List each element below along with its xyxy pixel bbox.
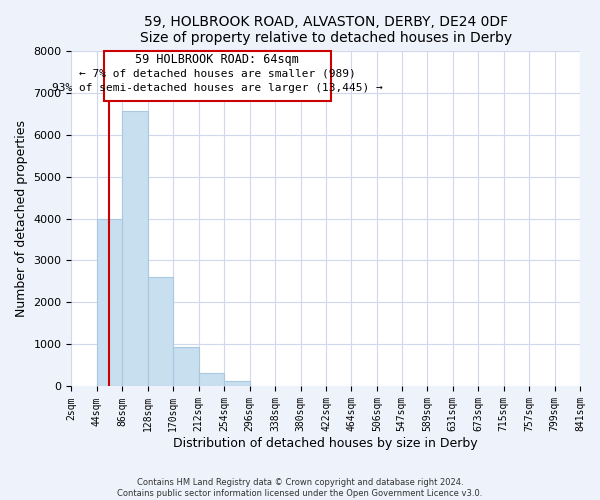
Text: ← 7% of detached houses are smaller (989): ← 7% of detached houses are smaller (989… [79, 68, 356, 78]
Bar [148, 278, 173, 386]
X-axis label: Distribution of detached houses by size in Derby: Distribution of detached houses by size … [173, 437, 478, 450]
Bar [224, 381, 250, 386]
Text: 59 HOLBROOK ROAD: 64sqm: 59 HOLBROOK ROAD: 64sqm [135, 54, 299, 66]
Text: 93% of semi-detached houses are larger (13,445) →: 93% of semi-detached houses are larger (… [52, 84, 383, 94]
Text: Contains HM Land Registry data © Crown copyright and database right 2024.
Contai: Contains HM Land Registry data © Crown c… [118, 478, 482, 498]
Bar [122, 112, 148, 386]
Bar [104, 50, 331, 101]
Bar [199, 373, 224, 386]
Bar [97, 218, 122, 386]
Y-axis label: Number of detached properties: Number of detached properties [15, 120, 28, 317]
Title: 59, HOLBROOK ROAD, ALVASTON, DERBY, DE24 0DF
Size of property relative to detach: 59, HOLBROOK ROAD, ALVASTON, DERBY, DE24… [140, 15, 512, 45]
Bar [173, 346, 199, 387]
